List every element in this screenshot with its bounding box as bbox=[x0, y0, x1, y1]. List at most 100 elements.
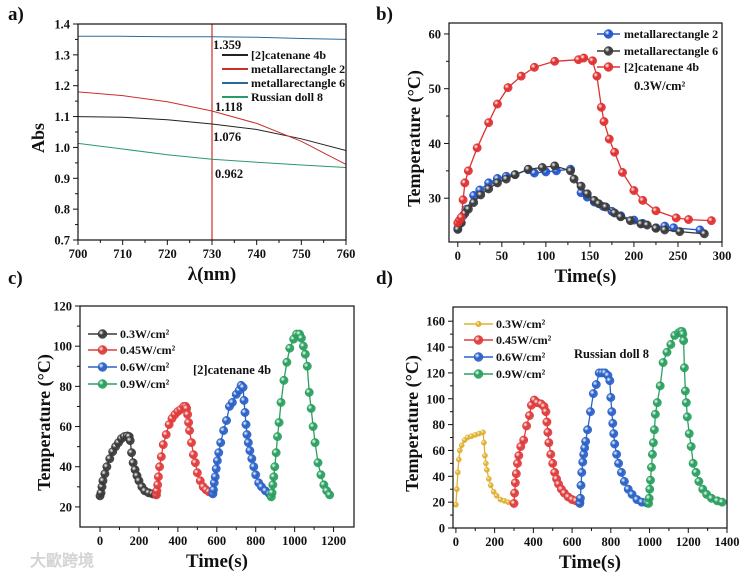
y-tick-label: 0.9 bbox=[54, 172, 70, 186]
legend-label: 0.9W/cm² bbox=[120, 377, 170, 391]
data-point bbox=[243, 438, 253, 448]
legend-label: 0.9W/cm² bbox=[496, 367, 546, 381]
x-axis-title: Time(s) bbox=[559, 552, 621, 573]
data-point bbox=[576, 480, 586, 490]
data-point bbox=[511, 469, 521, 479]
data-point bbox=[510, 478, 520, 488]
data-point bbox=[541, 407, 551, 417]
x-axis-title: Time(s) bbox=[555, 266, 617, 287]
data-point bbox=[472, 143, 482, 153]
data-point bbox=[601, 202, 611, 212]
x-tick-label: 0 bbox=[455, 249, 461, 263]
legend-marker bbox=[473, 335, 484, 345]
data-point bbox=[519, 435, 529, 445]
y-tick-label: 100 bbox=[53, 340, 72, 354]
x-tick-label: 400 bbox=[524, 535, 543, 549]
legend-label: [2]catenane 4b bbox=[624, 60, 699, 74]
data-point bbox=[581, 436, 591, 446]
data-point bbox=[648, 438, 658, 448]
y-tick-label: 1.3 bbox=[54, 48, 70, 62]
chart-panel-d: d) 0 200 400 600 800 1000 1200 1400 0 20 40 60 80 100 1… bbox=[376, 268, 740, 573]
data-point bbox=[279, 375, 289, 385]
panel-label: b) bbox=[376, 4, 393, 25]
plot-area bbox=[95, 329, 335, 502]
x-tick-label: 400 bbox=[169, 534, 188, 548]
data-point bbox=[270, 462, 280, 472]
plot-frame bbox=[452, 306, 728, 529]
data-point bbox=[282, 357, 292, 367]
watermark: 大歐跨境 bbox=[30, 551, 94, 570]
x-tick-label: 730 bbox=[203, 247, 222, 261]
data-point bbox=[300, 349, 310, 359]
data-point bbox=[453, 501, 459, 508]
data-point bbox=[161, 430, 171, 440]
x-tick-label: 750 bbox=[292, 247, 311, 261]
data-point bbox=[662, 347, 672, 357]
data-point bbox=[267, 488, 277, 498]
series-line bbox=[78, 35, 346, 40]
data-point bbox=[127, 448, 137, 458]
legend-label: 0.3W/cm² bbox=[496, 317, 546, 331]
data-point bbox=[610, 147, 620, 157]
data-point bbox=[240, 408, 250, 417]
y-tick-label: 1.4 bbox=[54, 18, 70, 32]
data-point bbox=[313, 458, 323, 468]
legend-label: [2]catenane 4b bbox=[251, 48, 326, 62]
chart-panel-c: c) 0 200 400 600 800 1000 1200 20 40 60 80 100 120 Tim… bbox=[8, 268, 355, 572]
data-point bbox=[578, 457, 588, 467]
legend-label: metallarectangle 2 bbox=[624, 27, 718, 41]
y-tick-label: 120 bbox=[53, 300, 72, 314]
chart-panel-b: b) 0 50 100 150 200 250 300 30 40 50 60 Time(s) Tempe… bbox=[376, 4, 731, 287]
data-point bbox=[576, 181, 586, 191]
legend-label: 0.6W/cm² bbox=[496, 350, 546, 364]
x-tick-label: 1000 bbox=[637, 535, 662, 549]
data-point bbox=[455, 456, 462, 463]
data-point bbox=[604, 134, 614, 144]
plot-area bbox=[453, 53, 716, 239]
data-point bbox=[588, 389, 598, 399]
data-point bbox=[607, 407, 617, 417]
data-point bbox=[192, 468, 202, 478]
data-point bbox=[592, 71, 602, 81]
data-point bbox=[510, 170, 520, 180]
data-point bbox=[651, 206, 661, 216]
data-point bbox=[655, 381, 665, 391]
data-point bbox=[484, 466, 490, 473]
annotation: 0.3W/cm² bbox=[634, 79, 686, 93]
data-point bbox=[638, 195, 648, 205]
y-tick-label: 120 bbox=[426, 366, 445, 380]
data-point bbox=[190, 458, 200, 468]
x-tick-label: 740 bbox=[247, 247, 266, 261]
x-tick-label: 1400 bbox=[715, 535, 740, 549]
y-tick-label: 60 bbox=[433, 444, 446, 458]
data-point bbox=[646, 475, 655, 485]
y-tick-label: 40 bbox=[60, 460, 73, 474]
data-point bbox=[688, 458, 698, 468]
data-point bbox=[671, 213, 681, 223]
y-tick-label: 0.8 bbox=[54, 203, 70, 217]
data-point bbox=[629, 186, 639, 195]
data-point bbox=[454, 486, 460, 493]
x-tick-label: 760 bbox=[337, 247, 356, 261]
data-point bbox=[189, 450, 198, 460]
series-line bbox=[78, 91, 346, 165]
data-point bbox=[271, 448, 281, 458]
legend-marker bbox=[603, 29, 614, 39]
data-point bbox=[276, 397, 286, 407]
y-tick-label: 0 bbox=[439, 522, 445, 536]
data-point bbox=[516, 71, 526, 81]
data-point bbox=[274, 418, 284, 427]
data-point bbox=[285, 343, 295, 353]
annotation: 0.962 bbox=[215, 167, 243, 181]
data-point bbox=[510, 488, 520, 498]
legend-marker bbox=[97, 362, 108, 372]
data-point bbox=[454, 469, 461, 476]
data-point bbox=[214, 448, 224, 458]
data-point bbox=[658, 358, 668, 368]
data-point bbox=[155, 462, 165, 472]
data-point bbox=[211, 464, 221, 474]
data-point bbox=[514, 451, 524, 461]
legend-marker bbox=[473, 352, 484, 362]
data-point bbox=[550, 56, 560, 66]
series-line bbox=[78, 142, 346, 168]
